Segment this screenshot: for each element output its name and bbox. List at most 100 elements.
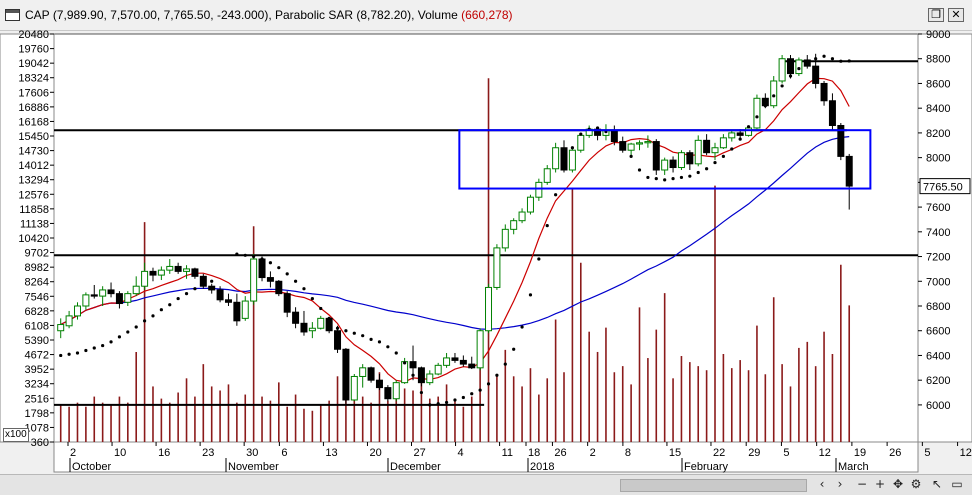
candle-body xyxy=(359,367,367,377)
day-tick-label: 27 xyxy=(414,447,426,459)
candle-body xyxy=(99,289,107,297)
day-tick-label: 2 xyxy=(70,447,76,459)
plot-area xyxy=(53,33,919,443)
pan-icon[interactable]: ✥ xyxy=(892,477,904,491)
settings-icon[interactable]: ⚙ xyxy=(910,477,922,491)
month-label: November xyxy=(228,461,279,473)
candle-body xyxy=(535,181,543,198)
candle-body xyxy=(711,147,719,154)
close-button[interactable]: ✕ xyxy=(948,8,964,22)
day-tick-label: 6 xyxy=(281,447,287,459)
day-tick-label: 5 xyxy=(924,447,930,459)
window-icon[interactable]: ▭ xyxy=(951,477,963,491)
zoom-out-icon[interactable]: − xyxy=(856,477,868,491)
zoom-in-icon[interactable]: + xyxy=(874,477,886,491)
candle-body xyxy=(166,265,174,271)
price-tick-label: 8200 xyxy=(926,128,950,140)
volume-tick-label: 19042 xyxy=(18,58,49,70)
last-price-box xyxy=(919,178,971,195)
sar-dot xyxy=(268,261,273,265)
sar-dot xyxy=(142,319,147,323)
scroll-left-icon[interactable]: ‹ xyxy=(819,477,825,491)
volume-tick-label: 16168 xyxy=(18,116,49,128)
volume-tick-label: 3234 xyxy=(25,379,49,391)
sar-dot xyxy=(444,400,449,405)
sar-dot xyxy=(59,353,63,358)
sar-dot xyxy=(193,287,197,291)
candle-body xyxy=(493,247,501,288)
day-tick-label: 12 xyxy=(819,447,831,459)
candle-body xyxy=(434,364,442,375)
price-chart[interactable]: 6000620064006600680070007200740076007800… xyxy=(0,30,972,474)
volume-tick-label: 2516 xyxy=(25,393,49,405)
candle-body xyxy=(686,152,694,165)
sar-dot xyxy=(319,306,323,311)
sar-dot xyxy=(176,296,180,301)
sar-dot xyxy=(470,392,474,396)
day-tick-label: 22 xyxy=(713,447,725,459)
sar-dot xyxy=(713,160,717,165)
candle-body xyxy=(703,139,711,154)
candle-body xyxy=(644,141,652,144)
candle-body xyxy=(57,324,65,332)
price-tick-label: 6600 xyxy=(926,326,950,338)
month-label: February xyxy=(684,461,729,473)
candle-body xyxy=(115,293,123,305)
candle-body xyxy=(577,134,585,151)
sar-dot xyxy=(235,252,239,256)
sar-dot xyxy=(721,154,725,158)
sar-dot xyxy=(352,331,356,335)
sar-dot xyxy=(411,373,415,377)
candle-body xyxy=(392,382,400,400)
volume-tick-label: 7546 xyxy=(25,291,49,303)
cursor-icon[interactable]: ↖ xyxy=(931,477,943,491)
day-tick-label: 26 xyxy=(889,447,901,459)
candle-body xyxy=(308,327,316,332)
sar-dot xyxy=(621,143,625,147)
candle-body xyxy=(795,59,803,75)
scroll-right-icon[interactable]: › xyxy=(837,477,843,491)
volume-tick-label: 1798 xyxy=(25,408,49,420)
volume-tick-label: 3952 xyxy=(25,364,49,376)
sar-dot xyxy=(117,335,122,339)
sar-dot xyxy=(428,403,432,407)
candle-body xyxy=(73,305,81,317)
restore-button[interactable]: ❐ xyxy=(928,8,944,22)
sar-dot xyxy=(822,54,826,58)
sar-dot xyxy=(579,132,583,136)
candle-body xyxy=(149,270,157,276)
candle-body xyxy=(208,285,216,291)
candle-body xyxy=(107,289,115,295)
day-tick-label: 20 xyxy=(369,447,381,459)
sar-dot xyxy=(134,325,138,329)
last-price-label: 7765.50 xyxy=(923,182,963,194)
right-axis-panel xyxy=(917,33,972,443)
sar-dot xyxy=(738,137,742,141)
sar-dot xyxy=(277,266,281,270)
volume-tick-label: 6828 xyxy=(25,306,49,318)
candle-body xyxy=(317,317,325,329)
sar-dot xyxy=(126,330,130,334)
volume-tick-label: 8982 xyxy=(25,262,49,274)
candle-body xyxy=(485,286,493,332)
candle-body xyxy=(820,82,828,102)
volume-tick-label: 12576 xyxy=(18,189,49,201)
sar-dot xyxy=(243,253,247,257)
sar-dot xyxy=(746,125,751,129)
day-tick-label: 12 xyxy=(960,447,972,459)
volume-tick-label: 19760 xyxy=(18,44,49,56)
candle-body xyxy=(518,211,526,222)
volume-tick-label: 11138 xyxy=(20,218,49,230)
sar-dot xyxy=(478,388,482,392)
candle-body xyxy=(124,293,132,303)
candle-body xyxy=(837,124,845,157)
sar-dot xyxy=(755,115,759,119)
volume-tick-label: 14012 xyxy=(18,160,49,172)
candle-body xyxy=(241,300,249,319)
candle-body xyxy=(426,373,434,384)
price-tick-label: 7600 xyxy=(926,202,950,214)
horizontal-scrollbar[interactable] xyxy=(620,479,807,492)
candle-body xyxy=(459,359,467,365)
candle-body xyxy=(661,159,669,171)
sar-dot xyxy=(595,126,600,130)
